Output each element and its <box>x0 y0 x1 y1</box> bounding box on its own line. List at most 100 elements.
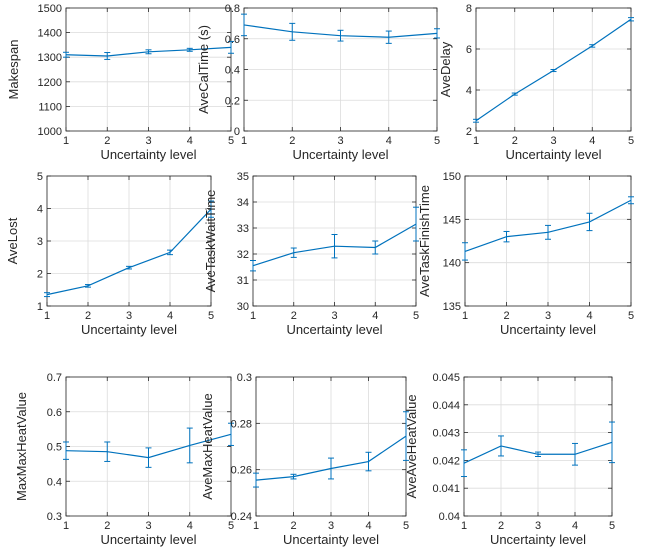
x-tick-label: 2 <box>503 310 509 322</box>
y-tick-label: 35 <box>237 171 249 183</box>
error-bar <box>434 28 440 39</box>
error-bar <box>403 411 409 461</box>
error-bar <box>498 435 504 457</box>
x-axis-label: Uncertainty level <box>505 147 601 162</box>
error-bar <box>550 69 557 73</box>
y-tick-label: 0.2 <box>225 95 240 107</box>
x-tick-label: 4 <box>586 310 592 322</box>
y-tick-label: 0.043 <box>432 428 460 440</box>
y-tick-label: 0.6 <box>225 34 240 46</box>
x-axis-label: Uncertainty level <box>100 147 196 162</box>
x-axis-label: Uncertainty level <box>292 147 388 162</box>
x-axis-label: Uncertainty level <box>490 532 586 547</box>
error-bar <box>85 284 91 288</box>
error-bar <box>545 224 551 240</box>
x-tick-label: 2 <box>290 520 296 532</box>
x-tick-label: 1 <box>63 520 69 532</box>
x-axis-label: Uncertainty level <box>500 322 596 337</box>
x-tick-label: 1 <box>250 310 256 322</box>
y-tick-label: 0.3 <box>237 372 252 384</box>
error-bar <box>290 247 297 258</box>
error-bar <box>372 240 379 255</box>
y-tick-label: 0.5 <box>47 442 62 454</box>
error-bar <box>63 51 69 58</box>
error-bar <box>228 40 234 54</box>
error-bar <box>511 92 518 96</box>
y-axis-label: AveTaskFinishTime <box>417 185 432 297</box>
y-tick-label: 30 <box>237 301 249 313</box>
y-axis-label: AveCalTime (s) <box>196 25 211 114</box>
x-tick-label: 1 <box>462 310 468 322</box>
y-tick-label: 0.26 <box>231 465 252 477</box>
x-tick-label: 2 <box>104 520 110 532</box>
y-tick-label: 0.04 <box>439 511 460 523</box>
error-bar <box>337 29 344 42</box>
x-tick-label: 5 <box>413 310 419 322</box>
x-tick-label: 3 <box>145 520 151 532</box>
x-tick-label: 4 <box>372 310 378 322</box>
y-tick-label: 0.041 <box>432 483 460 495</box>
error-bar <box>586 212 593 232</box>
chart-panel-4: 1 2 3 4 5 1 2 3 4 5 Uncertainty level AveLost <box>5 171 214 337</box>
x-axis-label: Uncertainty level <box>283 532 379 547</box>
y-axis-label: AveAveHeatValue <box>404 394 419 498</box>
error-bar <box>290 473 297 480</box>
error-bar <box>126 265 132 270</box>
x-tick-label: 4 <box>365 520 371 532</box>
x-tick-label: 4 <box>167 310 173 322</box>
error-bar <box>589 44 596 48</box>
error-bar <box>365 451 372 472</box>
y-tick-label: 0.042 <box>432 455 460 467</box>
y-tick-label: 0.044 <box>432 400 460 412</box>
x-tick-label: 5 <box>228 520 234 532</box>
y-axis-label: AveLost <box>5 217 20 264</box>
y-tick-label: 32 <box>237 249 249 261</box>
y-tick-label: 4 <box>466 85 472 97</box>
y-tick-label: 135 <box>443 301 461 313</box>
y-tick-label: 1300 <box>38 52 62 64</box>
x-tick-label: 3 <box>331 310 337 322</box>
error-bar <box>250 260 256 272</box>
y-tick-label: 0 <box>234 126 240 138</box>
x-tick-label: 3 <box>126 310 132 322</box>
error-bar <box>208 200 214 218</box>
x-axis-label: Uncertainty level <box>81 322 177 337</box>
x-tick-label: 1 <box>63 135 69 147</box>
y-tick-label: 5 <box>37 171 43 183</box>
error-bar <box>104 52 111 60</box>
x-tick-label: 4 <box>386 135 392 147</box>
chart-panel-7: 0.3 0.4 0.5 0.6 0.7 1 2 3 4 5 Uncertainty level Max… <box>14 372 234 547</box>
y-axis-label: AveMaxHeatValue <box>200 393 215 499</box>
x-tick-label: 2 <box>291 310 297 322</box>
error-bar <box>186 427 193 464</box>
error-bar <box>253 472 259 488</box>
y-tick-label: 140 <box>443 258 461 270</box>
x-tick-label: 1 <box>253 520 259 532</box>
error-bar <box>228 422 234 446</box>
x-tick-label: 3 <box>328 520 334 532</box>
error-bar <box>628 17 634 22</box>
y-tick-label: 0.24 <box>231 511 252 523</box>
x-tick-label: 4 <box>187 135 193 147</box>
error-bar <box>167 249 173 256</box>
y-tick-label: 0.4 <box>225 65 240 77</box>
error-bar <box>461 449 467 478</box>
y-tick-label: 3 <box>37 236 43 248</box>
y-axis-label: MaxMaxHeatValue <box>14 392 29 501</box>
y-tick-label: 1500 <box>38 3 62 15</box>
error-bar <box>104 441 111 462</box>
x-tick-label: 5 <box>609 520 615 532</box>
error-bar <box>44 292 50 298</box>
error-bar <box>186 47 193 52</box>
x-tick-label: 1 <box>44 310 50 322</box>
y-tick-label: 8 <box>466 3 472 15</box>
y-tick-label: 6 <box>466 44 472 56</box>
chart-panel-6: 135 140 145 150 1 2 3 4 5 Uncertainty level AveTas… <box>417 171 634 337</box>
x-tick-label: 2 <box>104 135 110 147</box>
error-bar <box>503 230 510 243</box>
y-tick-label: 0.4 <box>47 476 62 488</box>
x-tick-label: 3 <box>550 135 556 147</box>
